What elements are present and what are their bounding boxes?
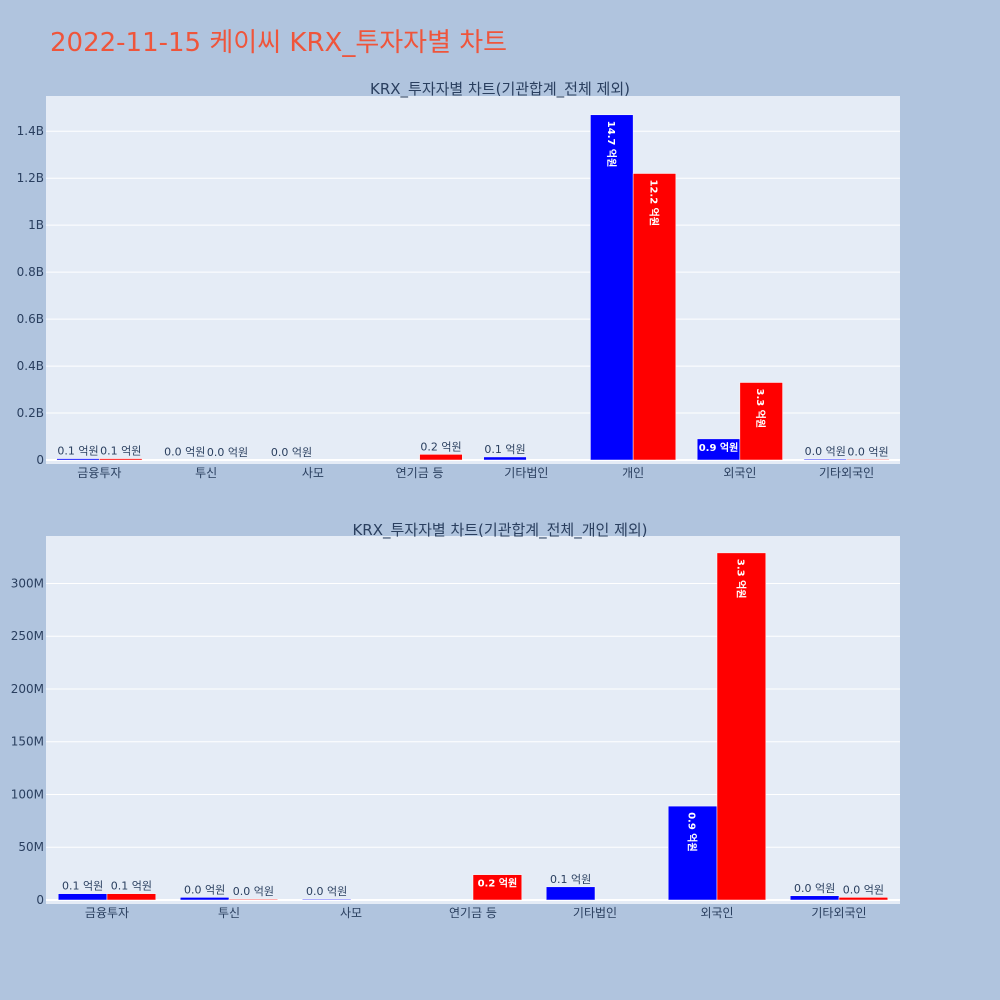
- x-tick-label: 금융투자: [77, 466, 121, 480]
- plot-area: [46, 536, 900, 904]
- x-tick-label: 외국인: [723, 466, 756, 480]
- bar: [789, 895, 840, 901]
- y-tick-label: 250M: [11, 629, 44, 643]
- bar: [301, 898, 352, 901]
- data-label: 0.0 억원: [847, 445, 888, 458]
- data-label: 0.1 억원: [100, 445, 141, 458]
- data-label: 0.0 억원: [306, 885, 347, 898]
- data-label: 0.1 억원: [111, 880, 152, 893]
- bar: [838, 897, 889, 901]
- data-label: 0.0 억원: [233, 885, 274, 898]
- data-label: 3.3 억원: [754, 389, 767, 429]
- x-tick-label: 기타외국인: [819, 466, 874, 480]
- y-tick-label: 1.2B: [17, 171, 44, 185]
- data-label: 0.0 억원: [794, 882, 835, 895]
- data-label: 14.7 억원: [605, 121, 618, 168]
- x-tick-label: 기타법인: [504, 466, 548, 480]
- bar: [846, 459, 890, 461]
- x-tick-label: 개인: [622, 466, 644, 480]
- y-tick-label: 1.4B: [17, 124, 44, 138]
- data-label: 3.3 억원: [734, 559, 747, 599]
- page-title: 2022-11-15 케이씨 KRX_투자자별 차트: [50, 28, 508, 58]
- bar: [632, 173, 677, 461]
- chart-2: 0 50M 100M 150M 200M 250M 300M KRX_투자자별 차트(기관합계…: [11, 521, 900, 920]
- bar: [545, 886, 596, 901]
- data-label: 0.0 억원: [164, 446, 205, 459]
- y-tick-label: 150M: [11, 735, 44, 749]
- bar: [419, 454, 463, 461]
- x-tick-label: 기타외국인: [811, 906, 866, 920]
- data-label: 0.1 억원: [550, 873, 591, 886]
- y-tick-label: 0.8B: [17, 265, 44, 279]
- x-tick-label: 사모: [302, 466, 324, 480]
- data-label: 0.9 억원: [686, 812, 699, 852]
- y-tick-label: 0: [36, 893, 44, 907]
- y-tick-label: 0.4B: [17, 359, 44, 373]
- data-label: 0.9 억원: [699, 441, 739, 454]
- x-tick-label: 연기금 등: [396, 466, 444, 480]
- bar: [228, 898, 279, 901]
- y-tick-label: 100M: [11, 787, 44, 801]
- data-label: 0.2 억원: [478, 877, 518, 890]
- chart-title: KRX_투자자별 차트(기관합계_전체_개인 제외): [352, 521, 647, 540]
- data-label: 0.0 억원: [271, 446, 312, 459]
- bar: [99, 458, 143, 461]
- bar: [739, 382, 783, 461]
- data-label: 0.0 억원: [805, 445, 846, 458]
- data-label: 0.0 억원: [184, 883, 225, 896]
- data-label: 0.1 억원: [484, 443, 525, 456]
- bar: [803, 458, 847, 461]
- bar: [179, 897, 230, 901]
- y-tick-label: 300M: [11, 576, 44, 590]
- bar: [483, 456, 527, 461]
- data-label: 0.1 억원: [62, 880, 103, 893]
- x-tick-label: 투신: [218, 906, 240, 920]
- data-label: 0.1 억원: [57, 445, 98, 458]
- y-tick-label: 0.2B: [17, 406, 44, 420]
- x-tick-label: 금융투자: [85, 906, 129, 920]
- bar: [106, 893, 157, 901]
- x-tick-label: 기타법인: [573, 906, 617, 920]
- y-tick-label: 1B: [28, 218, 44, 232]
- data-label: 0.0 억원: [843, 883, 884, 896]
- data-label: 12.2 억원: [647, 179, 660, 226]
- x-tick-label: 연기금 등: [449, 906, 497, 920]
- x-tick-label: 투신: [195, 466, 217, 480]
- bar: [57, 893, 108, 901]
- chart-title: KRX_투자자별 차트(기관합계_전체 제외): [370, 80, 630, 99]
- y-tick-label: 0: [36, 453, 44, 467]
- bar: [716, 552, 767, 901]
- y-tick-label: 0.6B: [17, 312, 44, 326]
- bar: [472, 874, 523, 901]
- data-label: 0.0 억원: [207, 446, 248, 459]
- x-tick-label: 외국인: [700, 906, 733, 920]
- y-tick-label: 50M: [18, 840, 44, 854]
- data-label: 0.2 억원: [420, 440, 461, 453]
- x-tick-label: 사모: [340, 906, 362, 920]
- bar: [56, 458, 100, 461]
- chart-1: 0 0.2B 0.4B 0.6B 0.8B 1B 1.2B 1.4B KRX_투자자별 차트(기…: [17, 80, 900, 480]
- y-tick-label: 200M: [11, 682, 44, 696]
